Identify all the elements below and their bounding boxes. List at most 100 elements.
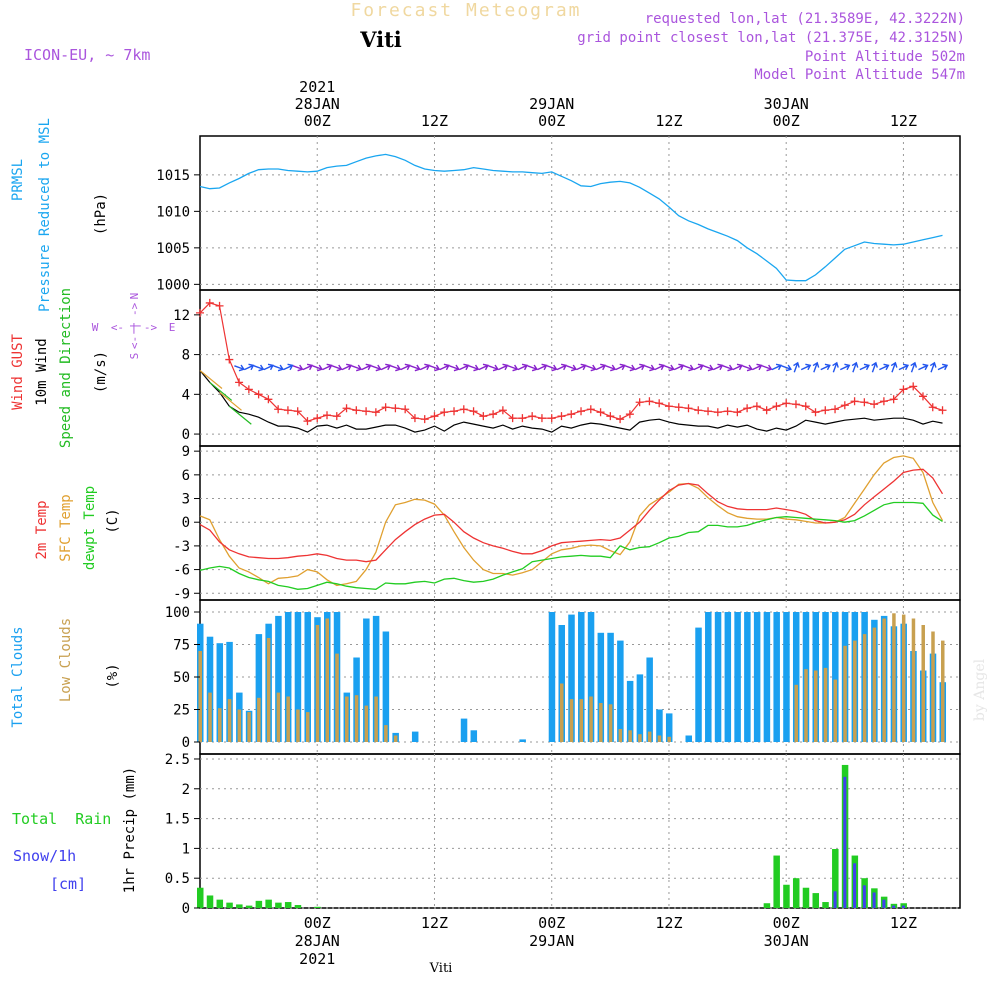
footer-location: Viti xyxy=(429,961,453,976)
low-cloud-bar xyxy=(325,618,330,742)
top-time-label: 00Z xyxy=(538,112,565,130)
wind-direction-arrow xyxy=(527,364,538,372)
wind-direction-arrow-shape xyxy=(771,363,783,371)
wind-direction-arrow xyxy=(851,361,859,373)
wind-direction-arrow-shape xyxy=(673,363,685,371)
wind-direction-arrow xyxy=(312,364,324,372)
wind-direction-arrow xyxy=(910,361,918,373)
low-cloud-bar xyxy=(198,651,202,742)
total-cloud-bar xyxy=(832,612,839,742)
gust-point xyxy=(811,408,820,417)
wind-direction-arrow xyxy=(449,364,460,372)
wind-direction-arrow xyxy=(673,363,685,371)
rain-bar xyxy=(812,893,820,908)
snow-bar xyxy=(843,776,847,908)
wind-direction-arrow-shape xyxy=(742,364,753,372)
wind-direction-arrow-shape xyxy=(585,364,597,372)
low-cloud-bar xyxy=(276,692,281,742)
wind-direction-arrow xyxy=(556,363,568,371)
wind-direction-arrow-shape xyxy=(507,364,519,372)
total-cloud-bar xyxy=(646,657,653,742)
gust-point xyxy=(791,400,800,409)
wind-direction-arrow-shape xyxy=(781,364,792,372)
wind-direction-arrow xyxy=(234,364,245,372)
gust-point xyxy=(440,408,449,417)
wind-direction-arrow xyxy=(890,361,898,373)
top-time-label: 00Z xyxy=(773,112,800,130)
bottom-time-label: 00Z xyxy=(304,914,331,932)
snow-bar xyxy=(833,891,837,908)
wind-direction-arrow xyxy=(781,364,792,372)
low-cloud-bar xyxy=(266,638,271,742)
gust-line xyxy=(199,302,943,422)
y-tick-label-wind: 4 xyxy=(182,387,190,403)
y-tick-label-precipitation: 1 xyxy=(182,841,190,857)
rain-bar xyxy=(763,903,771,908)
low-cloud-bar xyxy=(911,618,916,742)
wind-direction-arrow-shape xyxy=(566,364,578,372)
compass-h-arrow: <- | -> xyxy=(111,321,158,334)
wind-direction-arrow xyxy=(832,361,839,373)
wind-direction-arrow-shape xyxy=(380,363,392,371)
wind-direction-arrow-shape xyxy=(283,363,294,371)
wind-direction-arrow xyxy=(879,363,890,371)
gust-point xyxy=(537,414,546,423)
top-time-label: 12Z xyxy=(890,112,917,130)
gust-point xyxy=(205,298,214,307)
wind-direction-arrow-shape xyxy=(752,363,763,371)
top-time-label: 28JAN xyxy=(295,95,340,113)
wind-direction-arrow-shape xyxy=(312,364,324,372)
gust-point xyxy=(723,407,732,416)
gust-point xyxy=(743,404,752,413)
top-time-label: 29JAN xyxy=(529,95,574,113)
total-cloud-bar xyxy=(695,627,702,742)
wind-direction-arrow-shape xyxy=(615,363,626,371)
wind-direction-arrow xyxy=(634,363,646,371)
wind-direction-arrow xyxy=(595,363,607,371)
wind-direction-arrow-shape xyxy=(390,364,402,372)
total-cloud-bar xyxy=(636,674,644,742)
wind-unit: (m/s) xyxy=(93,351,109,393)
total-cloud-bar xyxy=(578,612,585,742)
total-cloud-bar xyxy=(763,612,771,742)
gust-point xyxy=(547,414,556,423)
low-cloud-bar xyxy=(628,730,632,742)
wind-direction-arrow xyxy=(683,364,695,372)
gust-point xyxy=(586,405,595,414)
gust-point xyxy=(918,392,927,401)
wind-direction-arrow-shape xyxy=(400,363,411,371)
wind-direction-arrow-shape xyxy=(419,363,431,371)
snow-bar xyxy=(862,885,866,908)
gust-point xyxy=(557,412,566,421)
total-cloud-bar xyxy=(294,612,302,742)
wind-direction-arrow xyxy=(929,361,937,373)
wind-direction-arrow xyxy=(458,363,470,371)
total-cloud-bar xyxy=(372,615,380,742)
wind-direction-arrow-shape xyxy=(761,364,773,372)
total-cloud-bar xyxy=(548,612,556,742)
wind-direction-arrow xyxy=(370,364,382,372)
y-tick-label-pressure: 1005 xyxy=(156,241,190,257)
total-cloud-bar xyxy=(665,713,673,742)
rain-bar xyxy=(832,848,839,908)
wind-dir-label: Speed and Direction xyxy=(58,288,74,448)
wind-direction-arrow xyxy=(576,363,587,371)
top-time-label: 2021 xyxy=(299,78,335,96)
y-tick-label-clouds: 0 xyxy=(182,735,190,751)
low-cloud-bar xyxy=(315,625,320,742)
y-tick-label-clouds: 100 xyxy=(165,605,190,621)
top-time-label: 12Z xyxy=(421,112,448,130)
rain-bar xyxy=(822,902,829,908)
gust-point xyxy=(655,399,664,408)
low-cloud-bar xyxy=(657,735,662,742)
y-tick-label-temperature: -9 xyxy=(173,586,190,602)
gust-point xyxy=(518,414,527,423)
low-cloud-bar xyxy=(589,696,593,742)
low-cloud-bar xyxy=(862,634,867,742)
wind-direction-arrow-shape xyxy=(732,363,743,371)
wind-direction-arrow xyxy=(390,364,402,372)
y-tick-label-precipitation: 0.5 xyxy=(165,871,190,887)
wind-direction-arrow-shape xyxy=(439,363,450,371)
gust-point xyxy=(596,408,605,417)
wind-direction-arrow-shape xyxy=(234,364,245,372)
